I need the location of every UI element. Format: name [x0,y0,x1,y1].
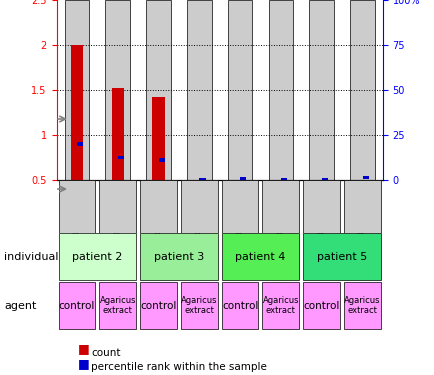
FancyBboxPatch shape [302,282,339,329]
Text: patient 4: patient 4 [235,252,285,262]
Text: individual: individual [4,252,59,262]
Bar [280,178,286,182]
FancyBboxPatch shape [343,180,380,232]
Text: ■: ■ [78,342,90,355]
Bar [309,0,333,180]
FancyBboxPatch shape [221,282,258,329]
FancyBboxPatch shape [99,180,136,232]
Bar [349,0,374,180]
Bar [158,158,164,162]
FancyBboxPatch shape [140,234,217,280]
Text: count: count [91,348,121,357]
FancyBboxPatch shape [262,180,299,232]
Bar [152,97,164,180]
Bar [77,142,83,146]
FancyBboxPatch shape [302,180,339,232]
Text: control: control [140,301,176,310]
Bar [240,177,246,181]
Text: control: control [221,301,258,310]
Text: patient 2: patient 2 [72,252,122,262]
FancyBboxPatch shape [99,282,136,329]
Text: patient 5: patient 5 [316,252,366,262]
Text: ■: ■ [78,357,90,370]
Text: Agaricus
extract: Agaricus extract [262,296,299,315]
Text: patient 3: patient 3 [153,252,204,262]
FancyBboxPatch shape [140,180,177,232]
Bar [187,0,211,180]
Bar [65,0,89,180]
Text: Agaricus
extract: Agaricus extract [181,296,217,315]
Bar [199,178,205,182]
FancyBboxPatch shape [59,282,95,329]
FancyBboxPatch shape [343,282,380,329]
Bar [112,88,124,180]
FancyBboxPatch shape [181,180,217,232]
Bar [118,156,124,159]
Bar [105,0,130,180]
Text: Agaricus
extract: Agaricus extract [343,296,380,315]
Text: control: control [59,301,95,310]
FancyBboxPatch shape [181,282,217,329]
Text: control: control [303,301,339,310]
Text: agent: agent [4,301,36,310]
Text: percentile rank within the sample: percentile rank within the sample [91,363,266,372]
FancyBboxPatch shape [221,180,258,232]
FancyBboxPatch shape [221,234,299,280]
FancyBboxPatch shape [140,282,177,329]
Bar [362,176,368,179]
FancyBboxPatch shape [302,234,380,280]
Bar [71,45,83,180]
FancyBboxPatch shape [59,234,136,280]
Bar [321,178,327,182]
Bar [268,0,293,180]
FancyBboxPatch shape [59,180,95,232]
Bar [227,0,252,180]
FancyBboxPatch shape [262,282,299,329]
Bar [146,0,170,180]
Text: Agaricus
extract: Agaricus extract [99,296,136,315]
